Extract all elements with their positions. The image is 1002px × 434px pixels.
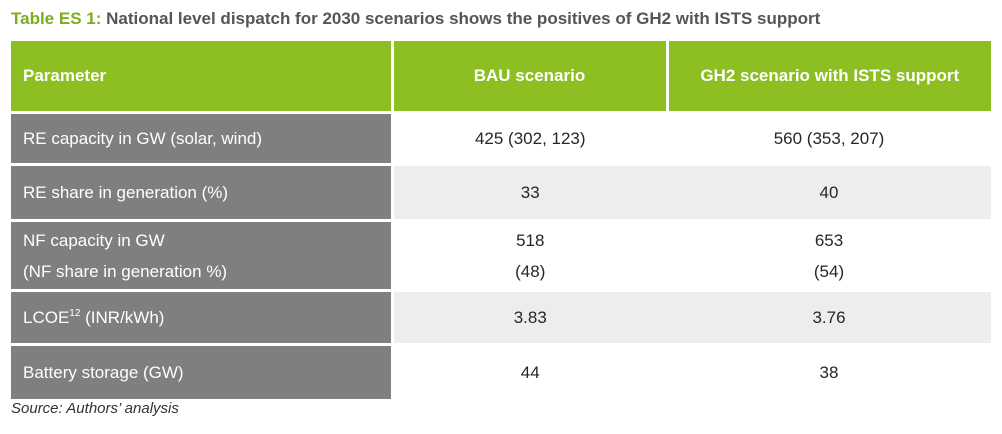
gh2-cell: 38 — [667, 343, 991, 399]
table-row: RE share in generation (%) 33 40 — [11, 163, 991, 221]
param-cell: NF capacity in GW (NF share in generatio… — [11, 219, 394, 291]
table-row: NF capacity in GW (NF share in generatio… — [11, 219, 991, 291]
bau-line-2: (48) — [515, 261, 546, 281]
table-header-row: Parameter BAU scenario GH2 scenario with… — [11, 41, 991, 113]
table-row: LCOE12 (INR/kWh) 3.83 3.76 — [11, 289, 991, 345]
header-bau: BAU scenario — [392, 41, 669, 113]
param-pre: LCOE — [23, 307, 70, 327]
bau-cell: 425 (302, 123) — [392, 111, 667, 165]
bau-cell: 3.83 — [392, 289, 667, 345]
gh2-line-2: (54) — [813, 261, 845, 281]
bau-cell: 33 — [392, 163, 667, 221]
param-line-1: NF capacity in GW — [23, 230, 165, 250]
param-cell: RE share in generation (%) — [11, 163, 394, 221]
header-parameter: Parameter — [11, 41, 394, 113]
gh2-line-1: 653 — [814, 230, 844, 250]
gh2-cell: 3.76 — [667, 289, 991, 345]
caption-label: Table ES 1: — [11, 9, 102, 28]
gh2-cell: 560 (353, 207) — [667, 111, 991, 165]
param-cell: RE capacity in GW (solar, wind) — [11, 111, 394, 165]
header-gh2: GH2 scenario with ISTS support — [667, 41, 991, 113]
param-line-2: (NF share in generation %) — [23, 261, 228, 281]
table-row: Battery storage (GW) 44 38 — [11, 343, 991, 399]
param-post: (INR/kWh) — [80, 307, 165, 327]
footnote-ref: 12 — [69, 307, 81, 319]
gh2-cell: 653 (54) — [667, 219, 991, 291]
bau-cell: 518 (48) — [392, 219, 667, 291]
param-cell: LCOE12 (INR/kWh) — [11, 289, 394, 345]
bau-cell: 44 — [392, 343, 667, 399]
table-caption: Table ES 1: National level dispatch for … — [11, 9, 820, 29]
bau-line-1: 518 — [516, 230, 545, 250]
table-row: RE capacity in GW (solar, wind) 425 (302… — [11, 111, 991, 165]
dispatch-table: Parameter BAU scenario GH2 scenario with… — [11, 41, 991, 399]
param-cell: Battery storage (GW) — [11, 343, 394, 399]
gh2-cell: 40 — [667, 163, 991, 221]
source-note: Source: Authors’ analysis — [11, 400, 179, 417]
caption-text: National level dispatch for 2030 scenari… — [101, 9, 821, 28]
